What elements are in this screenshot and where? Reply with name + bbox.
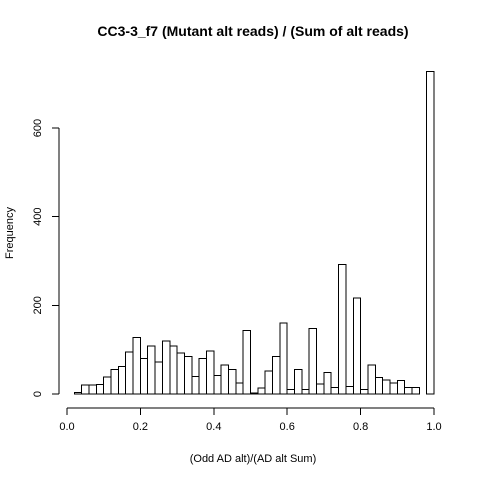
x-tick-label: 0.4 — [206, 421, 221, 433]
histogram-bar — [110, 369, 119, 395]
histogram-bar — [176, 352, 185, 395]
histogram-bar — [213, 374, 222, 395]
histogram-bar — [396, 380, 406, 395]
histogram-bar — [367, 364, 376, 395]
histogram-bar — [389, 382, 398, 395]
histogram-bar — [81, 384, 90, 395]
histogram-bar — [220, 364, 229, 395]
x-tick-label: 0.0 — [59, 421, 74, 433]
histogram-bar — [250, 392, 259, 395]
histogram-bar — [323, 372, 332, 395]
histogram-bar — [235, 382, 244, 395]
histogram-bar — [191, 375, 200, 395]
histogram-bar — [404, 386, 413, 395]
chart-title: CC3-3_f7 (Mutant alt reads) / (Sum of al… — [97, 23, 408, 39]
histogram-bar — [411, 386, 420, 395]
y-tick-label: 400 — [32, 208, 44, 226]
histogram-bar — [301, 389, 310, 395]
histogram-bar — [73, 392, 83, 395]
histogram-bar — [374, 377, 384, 395]
histogram-bar — [352, 297, 362, 395]
y-tick-label: 0 — [32, 391, 44, 397]
histogram-bar — [286, 389, 296, 395]
histogram-bar — [338, 264, 347, 395]
histogram-bar — [227, 369, 237, 395]
histogram-bar — [125, 351, 134, 395]
x-axis-label: (Odd AD alt)/(AD alt Sum) — [190, 453, 317, 465]
histogram-bars — [73, 70, 435, 395]
histogram-bar — [161, 340, 171, 395]
histogram-bar — [294, 369, 303, 395]
histogram-bar — [426, 70, 435, 395]
x-tick-label: 1.0 — [426, 421, 441, 433]
histogram-bar — [183, 355, 193, 395]
histogram-bar — [169, 345, 178, 395]
histogram-bar — [198, 358, 207, 395]
histogram-bar — [117, 366, 127, 395]
y-tick-label: 600 — [32, 119, 44, 137]
x-tick-label: 0.2 — [133, 421, 148, 433]
histogram-bar — [139, 358, 149, 395]
histogram-bar — [360, 389, 369, 395]
histogram-bar — [279, 322, 288, 395]
histogram-bar — [95, 383, 105, 395]
y-tick-label: 200 — [32, 296, 44, 314]
histogram-bar — [205, 350, 215, 395]
y-axis-label: Frequency — [4, 207, 16, 259]
histogram-bar — [242, 330, 252, 395]
x-axis: 0.0 0.2 0.4 0.6 0.8 1.0 — [59, 407, 442, 433]
histogram-bar — [264, 370, 274, 395]
histogram-bar — [330, 386, 340, 395]
y-axis: 0 200 400 600 — [32, 119, 60, 397]
histogram-bar — [382, 379, 391, 395]
histogram-bar — [257, 387, 266, 395]
x-tick-label: 0.8 — [353, 421, 368, 433]
histogram-bar — [147, 345, 156, 395]
x-tick-label: 0.6 — [280, 421, 295, 433]
histogram-bar — [103, 376, 112, 395]
histogram-bar — [88, 384, 97, 395]
histogram-bar — [272, 355, 281, 395]
histogram-bar — [154, 361, 163, 395]
histogram-bar — [345, 385, 354, 395]
histogram-bar — [132, 337, 141, 395]
histogram-bar — [316, 383, 325, 395]
histogram-bar — [308, 327, 318, 395]
